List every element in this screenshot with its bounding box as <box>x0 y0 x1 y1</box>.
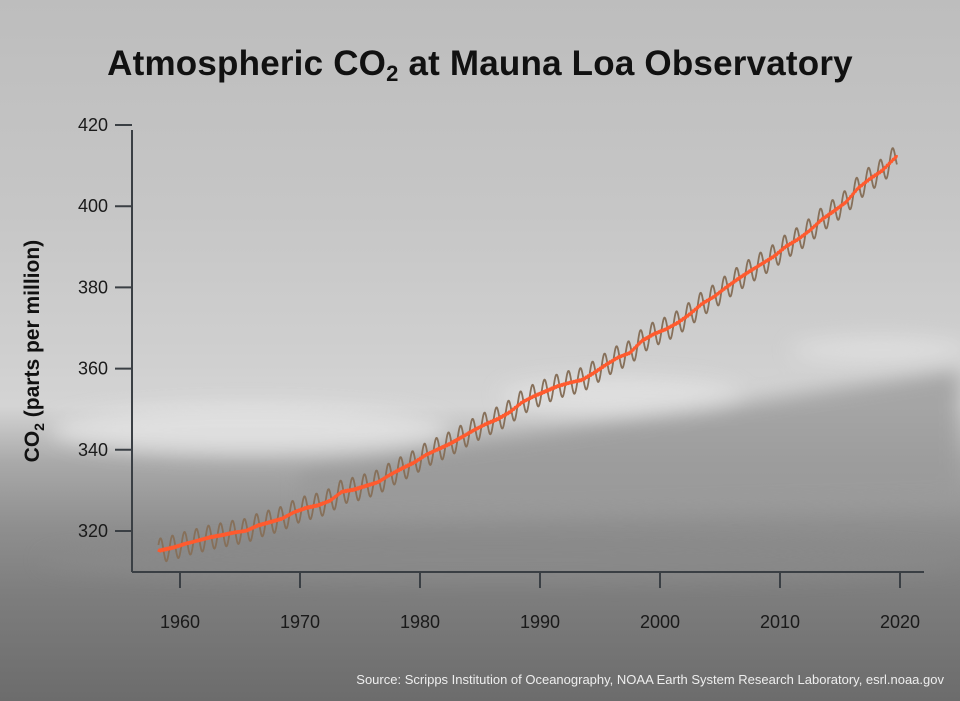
x-tick-label: 1970 <box>280 612 320 632</box>
x-tick-label: 2020 <box>880 612 920 632</box>
y-tick-label: 400 <box>78 196 108 216</box>
trend-co2-line <box>157 154 899 553</box>
chart-title: Atmospheric CO2 at Mauna Loa Observatory <box>107 44 853 86</box>
source-note: Source: Scripps Institution of Oceanogra… <box>356 672 944 687</box>
y-tick-label: 420 <box>78 115 108 135</box>
x-tick-label: 2010 <box>760 612 800 632</box>
x-tick-label: 1960 <box>160 612 200 632</box>
y-tick-label: 360 <box>78 359 108 379</box>
y-tick-label: 380 <box>78 277 108 297</box>
y-tick-label: 320 <box>78 521 108 541</box>
monthly-co2-line <box>157 147 898 563</box>
x-tick-label: 1990 <box>520 612 560 632</box>
x-tick-label: 2000 <box>640 612 680 632</box>
y-tick-label: 340 <box>78 440 108 460</box>
x-tick-label: 1980 <box>400 612 440 632</box>
